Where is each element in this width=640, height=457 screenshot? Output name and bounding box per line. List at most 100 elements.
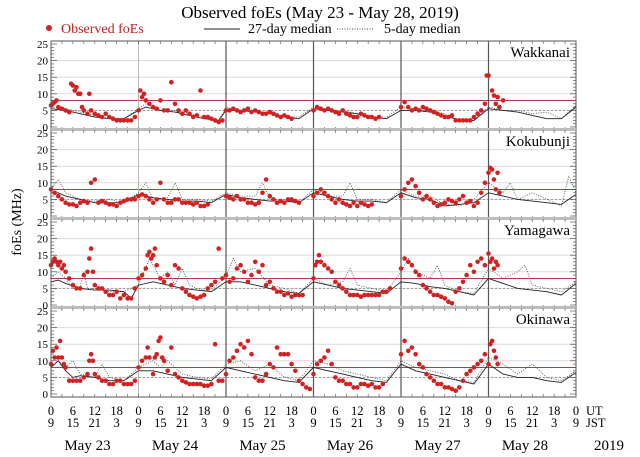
observed-point [358,111,364,116]
observed-point [220,118,225,123]
y-tick-label: 15 [37,250,49,262]
observed-point [209,116,214,121]
observed-point [143,266,149,271]
panel-kokubunji: 0 5 10 15 20 25 Kokubunji [37,128,577,223]
observed-point [81,108,87,113]
observed-point [176,266,181,271]
observed-point [176,108,181,113]
observed-point [227,279,232,285]
observed-point [136,365,141,370]
observed-point [340,286,346,291]
observed-point [351,292,356,298]
observed-point [289,116,294,121]
chart-title: Observed foEs (May 23 - May 28, 2019) [181,3,459,22]
observed-point [362,381,367,387]
observed-point [427,289,433,295]
observed-point [205,202,211,207]
observed-point [161,197,167,202]
observed-point [344,289,349,295]
observed-point [201,203,207,209]
observed-point [238,262,243,268]
observed-point [88,108,94,113]
observed-point [216,378,221,384]
observed-point [249,272,254,278]
observed-point [318,106,324,111]
observed-point [147,355,152,360]
observed-point [81,272,87,278]
observed-point [316,252,322,258]
y-tick-label: 20 [37,145,49,157]
observed-point [96,113,101,118]
observed-point [212,279,218,285]
x-tick-label-jst: 9 [223,416,229,430]
observed-point [172,101,178,107]
observed-point [495,361,500,367]
observed-point [293,292,298,298]
observed-point [85,200,90,205]
observed-point [252,202,258,207]
observed-point [416,361,422,367]
x-tick-label-ut: 12 [176,404,189,418]
observed-point [227,108,232,113]
observed-point [478,358,484,364]
observed-point [416,190,422,196]
x-tick-label-jst: 3 [376,416,382,430]
observed-point [77,200,83,205]
observed-point [198,88,203,93]
observed-point [351,385,356,390]
observed-point [446,299,451,305]
median-5day-line [50,356,577,383]
x-tick-label-jst: 21 [89,416,102,430]
observed-point [362,202,367,207]
observed-point [172,197,178,202]
observed-point [398,266,404,271]
observed-point [289,197,294,202]
observed-point [165,368,170,374]
observed-point [347,113,353,118]
observed-point [198,203,203,209]
observed-point [216,119,221,125]
observed-point [369,292,375,298]
observed-point [333,375,338,380]
observed-point [274,113,280,118]
observed-point [376,292,382,298]
observed-point [59,106,65,111]
x-tick-label-jst: 21 [439,416,452,430]
observed-point [231,106,236,111]
observed-point [274,345,280,350]
observed-point [118,118,123,123]
observed-point [96,200,101,205]
observed-point [362,292,367,298]
observed-point [56,262,61,268]
x-tick-label-ut: 6 [157,404,163,418]
observed-point [180,111,185,116]
observed-point [322,108,327,113]
observed-point [409,262,415,268]
observed-point [442,200,448,205]
observed-point [398,351,404,357]
observed-point [307,386,313,392]
y-tick-label: 10 [37,178,49,190]
observed-point [154,106,159,111]
observed-point [468,198,473,204]
observed-point [107,381,112,387]
x-tick-label-ut: 6 [420,404,426,418]
observed-point [234,193,240,199]
observed-point [96,286,101,291]
observed-point [99,114,105,120]
x-tick-label-ut: 12 [89,404,102,418]
observed-point [128,118,134,123]
observed-point [435,292,440,298]
observed-point [238,197,243,202]
observed-point [85,269,90,275]
observed-point [413,351,418,357]
observed-point [282,351,287,357]
observed-point [241,108,247,113]
observed-point [449,113,455,118]
x-tick-label-jst: 21 [351,416,364,430]
y-tick-label: 15 [37,339,49,351]
observed-point [314,361,320,367]
observed-point [471,365,477,370]
observed-point [263,371,269,377]
observed-point [154,351,159,357]
